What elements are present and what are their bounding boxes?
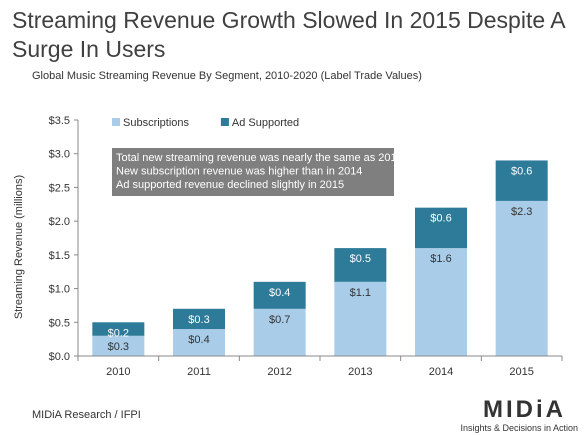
bar-segment-subscriptions xyxy=(495,200,548,356)
data-label: $0.3 xyxy=(108,341,129,353)
x-tick-label: 2012 xyxy=(267,366,291,378)
x-tick-label: 2015 xyxy=(509,366,533,378)
chart-title: Streaming Revenue Growth Slowed In 2015 … xyxy=(12,7,565,62)
legend-label: Ad Supported xyxy=(232,117,299,129)
y-axis: $0.0 $0.5 $1.0 $1.5 $2.0 $2.5 $3.0 $3.5 xyxy=(49,115,79,363)
x-tick-label: 2013 xyxy=(348,366,372,378)
x-axis: 2010 2011 2012 2013 2014 2015 xyxy=(77,355,563,378)
y-axis-label: Streaming Revenue (millions) xyxy=(13,175,25,319)
y-tick-label: $0.5 xyxy=(49,317,70,329)
annotation-line: Total new streaming revenue was nearly t… xyxy=(116,152,403,164)
y-tick-label: $3.5 xyxy=(49,115,70,127)
legend-swatch xyxy=(112,118,120,126)
bar-segment-subscriptions xyxy=(253,308,306,356)
data-label: $1.1 xyxy=(350,287,371,299)
data-label: $0.7 xyxy=(269,314,290,326)
data-label: $0.2 xyxy=(108,327,129,339)
data-label: $1.6 xyxy=(430,253,451,265)
bar-segment-ad-supported xyxy=(173,308,225,330)
data-label: $0.6 xyxy=(511,165,532,177)
logo-wordmark: MIDiA xyxy=(483,396,566,423)
annotation-line: Ad supported revenue declined slightly i… xyxy=(116,179,344,191)
logo-tagline: Insights & Decisions in Action xyxy=(460,423,578,433)
data-label: $0.3 xyxy=(188,314,209,326)
x-tick-label: 2010 xyxy=(106,366,130,378)
legend: Subscriptions Ad Supported xyxy=(112,117,299,129)
bar-segment-ad-supported xyxy=(334,248,387,282)
bar-segment-subscriptions xyxy=(334,281,387,356)
bar-segment-subscriptions xyxy=(173,329,225,356)
bar-segment-subscriptions xyxy=(415,248,467,356)
annotation-background xyxy=(112,148,394,196)
y-tick-label: $2.0 xyxy=(49,216,70,228)
y-tick-label: $3.0 xyxy=(49,149,70,161)
y-tick-label: $0.0 xyxy=(49,351,70,363)
data-label: $0.6 xyxy=(430,213,451,225)
bar-segment-ad-supported xyxy=(495,160,548,201)
y-tick-label: $2.5 xyxy=(49,182,70,194)
y-tick-label: $1.0 xyxy=(49,284,70,296)
data-label: $2.3 xyxy=(511,206,532,218)
legend-label: Subscriptions xyxy=(123,117,190,129)
data-label: $0.4 xyxy=(188,334,209,346)
bar-segment-ad-supported xyxy=(415,207,467,249)
x-tick-label: 2014 xyxy=(429,366,453,378)
bar-segment-subscriptions xyxy=(92,335,145,356)
source-note: MIDiA Research / IFPI xyxy=(32,409,141,421)
data-label: $0.5 xyxy=(350,253,371,265)
bars: $0.3 $0.2 $0.4 $0.3 $0.7 $0.4 $1.1 $0.5 $1.6 $0.6… xyxy=(92,160,548,356)
bar-segment-ad-supported xyxy=(253,281,306,309)
legend-swatch xyxy=(220,118,229,126)
bar-segment-ad-supported xyxy=(92,322,145,336)
annotation-box: Total new streaming revenue was nearly t… xyxy=(112,148,403,196)
midia-logo: MIDiA Insights & Decisions in Action xyxy=(448,398,578,434)
data-label: $0.4 xyxy=(269,287,290,299)
chart-subtitle: Global Music Streaming Revenue By Segmen… xyxy=(32,70,422,82)
annotation-line: New subscription revenue was higher than… xyxy=(116,166,362,178)
x-tick-label: 2011 xyxy=(187,366,211,378)
y-tick-label: $1.5 xyxy=(49,250,70,262)
